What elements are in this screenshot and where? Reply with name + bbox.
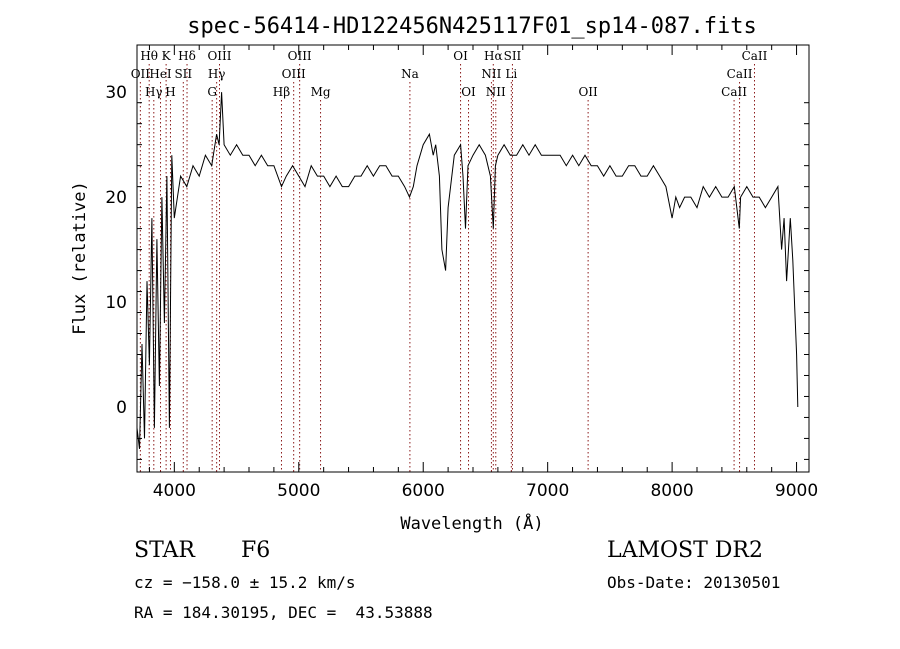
line-label-26: CaII: [721, 85, 747, 99]
line-label-24: NII: [486, 85, 506, 99]
line-label-16: Li: [505, 67, 517, 81]
velocity-readout: cz = −158.0 ± 15.2 km/s: [134, 573, 356, 592]
x-tick-label: 6000: [402, 481, 445, 501]
spectral-line-markers: [139, 64, 755, 472]
x-tick-label: 9000: [775, 481, 818, 501]
line-label-10: HeI: [149, 67, 172, 81]
y-tick-label: 30: [105, 83, 127, 103]
line-label-21: Hβ: [273, 85, 290, 99]
line-label-3: OIII: [207, 49, 231, 63]
spectrum-chart: spec-56414-HD122456N425117F01_sp14-087.f…: [70, 14, 818, 534]
line-label-1: K: [162, 49, 172, 63]
line-label-9: OII: [131, 67, 151, 81]
line-label-23: OI: [461, 85, 476, 99]
line-label-4: OIII: [288, 49, 312, 63]
y-tick-label: 10: [105, 293, 127, 313]
object-class: STAR: [134, 538, 195, 563]
coordinates: RA = 184.30195, DEC = 43.53888: [134, 603, 433, 622]
line-label-2: Hδ: [178, 49, 196, 63]
spectrum-line: [136, 92, 799, 449]
line-label-20: G: [207, 85, 217, 99]
x-tick-label: 5000: [277, 481, 320, 501]
line-label-8: CaII: [742, 49, 768, 63]
x-tick-label: 4000: [153, 481, 196, 501]
survey-name: LAMOST DR2: [607, 538, 763, 563]
line-label-11: SII: [174, 67, 192, 81]
line-label-22: Mg: [311, 85, 331, 99]
x-axis-ticks: 4000 5000 6000 7000 8000 9000: [148, 45, 818, 501]
line-label-12: Hγ: [208, 67, 226, 81]
plot-frame: [136, 44, 810, 473]
line-label-15: NII: [481, 67, 501, 81]
x-tick-label: 7000: [526, 481, 569, 501]
y-axis-label: Flux (relative): [70, 181, 90, 335]
x-axis-label: Wavelength (Å): [400, 512, 543, 534]
y-tick-label: 20: [105, 188, 127, 208]
x-tick-label: 8000: [650, 481, 693, 501]
object-subclass: F6: [241, 538, 271, 563]
line-label-0: Hθ: [140, 49, 158, 63]
line-label-18: Hγ: [145, 85, 163, 99]
line-label-7: SII: [504, 49, 522, 63]
line-label-17: CaII: [727, 67, 753, 81]
line-label-25: OII: [578, 85, 598, 99]
y-tick-label: 0: [116, 398, 127, 418]
line-label-14: Na: [401, 67, 419, 81]
y-axis-ticks: 0 10 20 30: [105, 83, 809, 460]
line-label-6: Hα: [484, 49, 503, 63]
chart-title: spec-56414-HD122456N425117F01_sp14-087.f…: [187, 14, 757, 39]
line-label-19: H: [165, 85, 175, 99]
line-label-5: OI: [453, 49, 468, 63]
line-label-13: OIII: [282, 67, 306, 81]
obs-date: Obs-Date: 20130501: [607, 573, 781, 592]
